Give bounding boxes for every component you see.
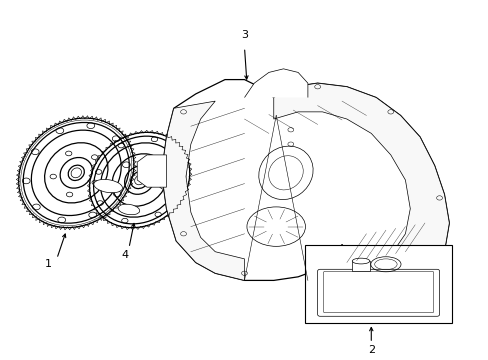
Ellipse shape [118, 204, 140, 215]
Bar [305, 244, 451, 323]
Ellipse shape [158, 181, 180, 191]
Bar [351, 261, 369, 271]
Ellipse shape [94, 179, 122, 193]
Polygon shape [244, 69, 307, 98]
Text: 3: 3 [241, 30, 247, 40]
FancyBboxPatch shape [323, 271, 433, 313]
FancyBboxPatch shape [317, 269, 439, 316]
Text: 1: 1 [45, 259, 52, 269]
Polygon shape [273, 83, 448, 280]
Text: 4: 4 [121, 250, 128, 260]
Polygon shape [137, 155, 166, 187]
Ellipse shape [351, 258, 369, 264]
Polygon shape [161, 101, 244, 280]
Ellipse shape [157, 167, 185, 181]
Text: 2: 2 [367, 345, 374, 355]
